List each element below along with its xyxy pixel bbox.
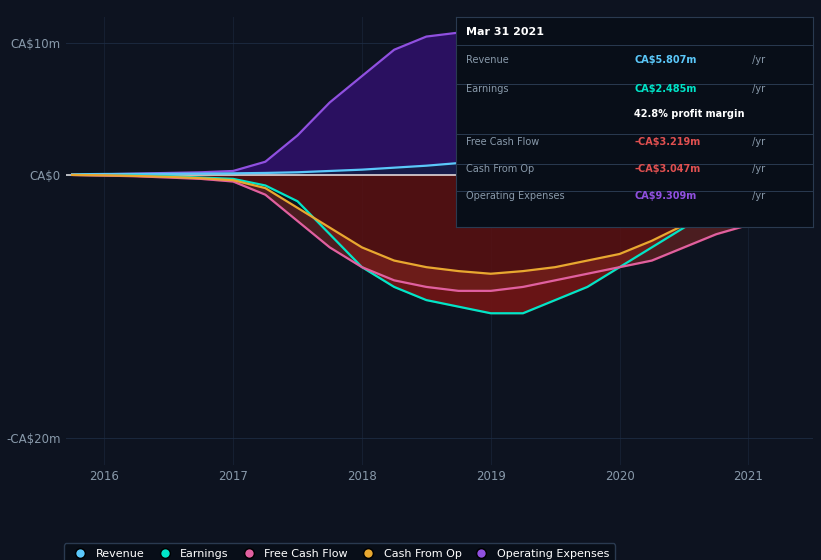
Text: CA$5.807m: CA$5.807m — [635, 55, 696, 64]
Text: /yr: /yr — [749, 164, 764, 174]
Text: -CA$3.219m: -CA$3.219m — [635, 137, 700, 147]
Text: Revenue: Revenue — [466, 55, 509, 64]
Text: Earnings: Earnings — [466, 84, 509, 94]
Text: /yr: /yr — [749, 137, 764, 147]
Text: /yr: /yr — [749, 84, 764, 94]
Legend: Revenue, Earnings, Free Cash Flow, Cash From Op, Operating Expenses: Revenue, Earnings, Free Cash Flow, Cash … — [64, 543, 615, 560]
Text: -CA$3.047m: -CA$3.047m — [635, 164, 700, 174]
Text: /yr: /yr — [749, 55, 764, 64]
Text: Operating Expenses: Operating Expenses — [466, 191, 565, 201]
Text: Cash From Op: Cash From Op — [466, 164, 534, 174]
Text: CA$2.485m: CA$2.485m — [635, 84, 696, 94]
Text: /yr: /yr — [749, 191, 764, 201]
Text: 42.8% profit margin: 42.8% profit margin — [635, 109, 745, 119]
Text: CA$9.309m: CA$9.309m — [635, 191, 696, 201]
Text: Mar 31 2021: Mar 31 2021 — [466, 27, 544, 38]
Text: Free Cash Flow: Free Cash Flow — [466, 137, 539, 147]
